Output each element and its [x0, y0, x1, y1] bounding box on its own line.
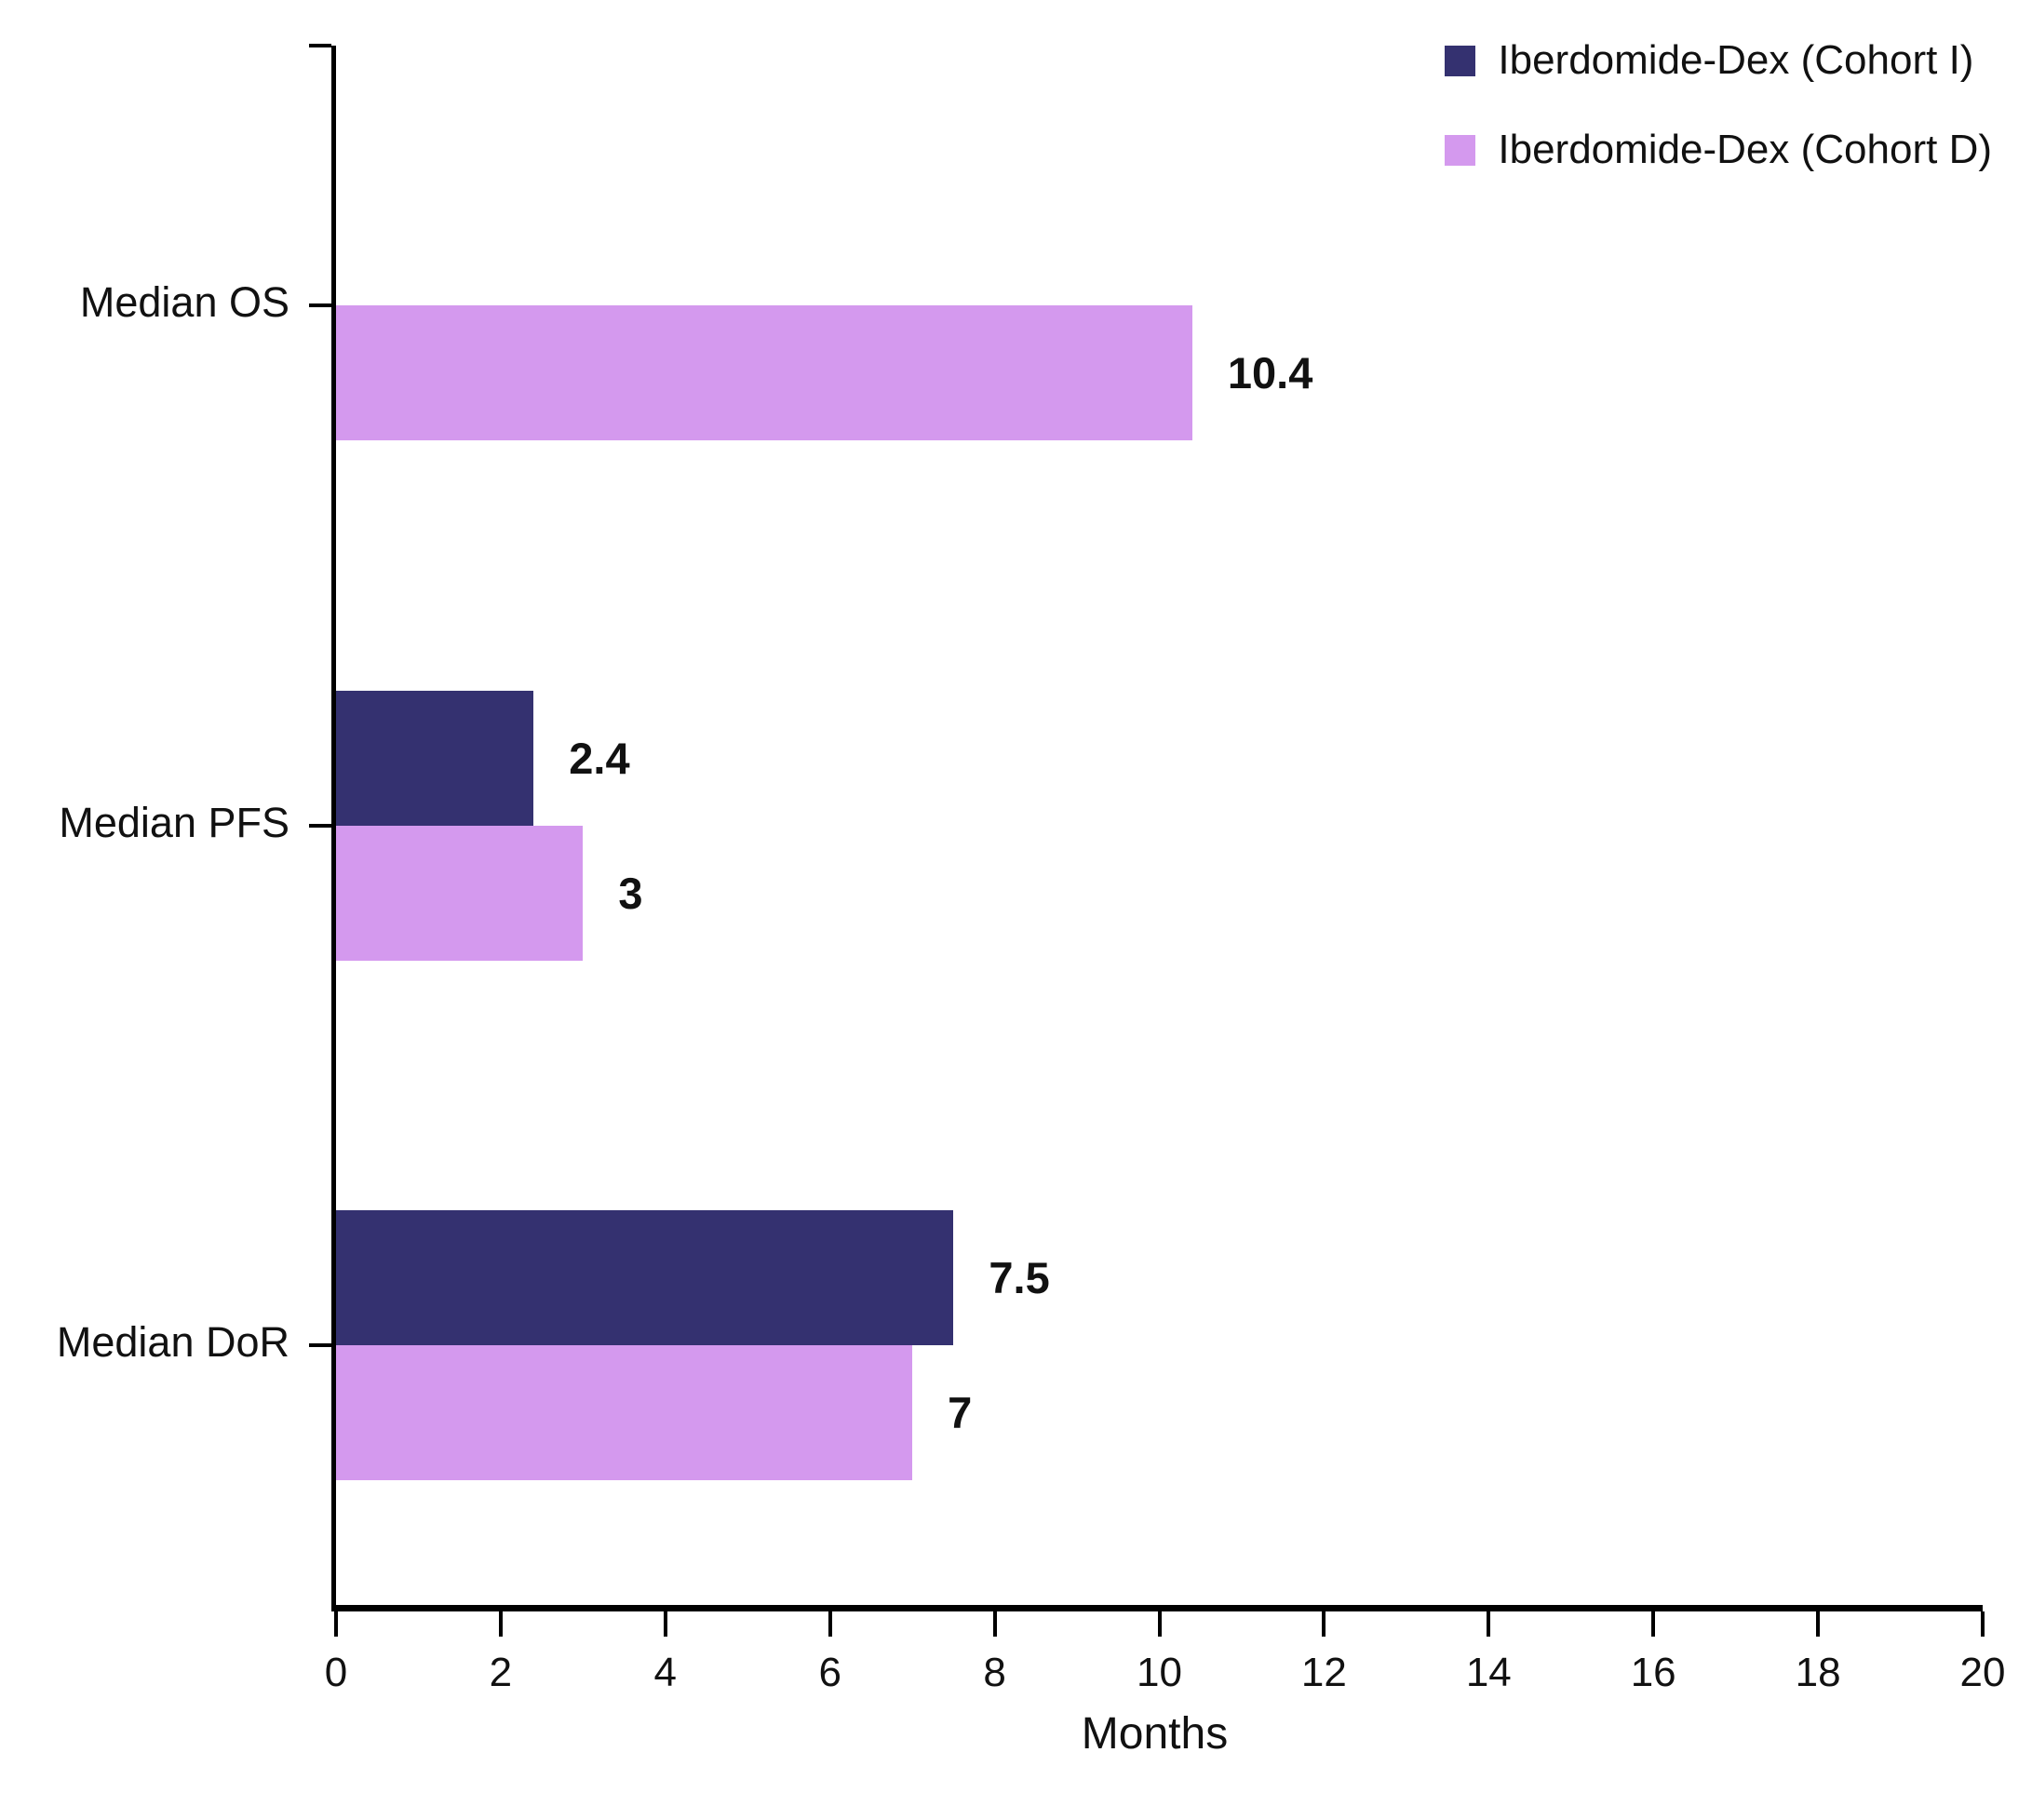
- x-axis-tick-label: 8: [983, 1650, 1006, 1695]
- bar-value-label: 2.4: [569, 733, 630, 783]
- x-axis-tick-label: 16: [1630, 1650, 1676, 1695]
- legend-item-cohort-d: Iberdomide-Dex (Cohort D): [1445, 127, 1992, 173]
- bar-value-label: 3: [618, 868, 643, 918]
- x-axis-tick: [1157, 1611, 1162, 1637]
- category-tick: [309, 303, 331, 308]
- bar-cohort-i: [336, 690, 534, 826]
- bar-cohort-d: [336, 305, 1192, 441]
- x-axis-tick-label: 12: [1300, 1650, 1347, 1695]
- category-label: Median DoR: [56, 1317, 289, 1366]
- x-axis-tick: [1651, 1611, 1656, 1637]
- x-axis-tick: [663, 1611, 667, 1637]
- x-axis-tick: [498, 1611, 503, 1637]
- x-axis-tick-label: 0: [324, 1650, 348, 1695]
- bar-value-label: 7.5: [989, 1252, 1050, 1302]
- x-axis-tick: [828, 1611, 832, 1637]
- x-axis-title: Months: [1081, 1709, 1229, 1759]
- x-axis-tick: [992, 1611, 997, 1637]
- x-axis-tick: [334, 1611, 338, 1637]
- category-tick: [309, 823, 331, 828]
- x-axis-tick-label: 18: [1795, 1650, 1841, 1695]
- legend-swatch-cohort-d: [1445, 134, 1476, 166]
- category-label: Median OS: [79, 278, 289, 327]
- bar-cohort-i: [336, 1209, 954, 1345]
- category-tick: [309, 1342, 331, 1347]
- category-label: Median PFS: [59, 798, 289, 846]
- bar-cohort-d: [336, 825, 584, 961]
- plot-area: Median OS 10.4 Median PFS 2.4 3 Median DoR 7.5…: [57, 44, 2005, 1695]
- legend: Iberdomide-Dex (Cohort I) Iberdomide-Dex…: [1445, 37, 1992, 173]
- x-axis-tick-label: 20: [1959, 1650, 2006, 1695]
- x-axis-tick: [1487, 1611, 1491, 1637]
- bar-value-label: 10.4: [1227, 348, 1313, 398]
- x-axis-tick-label: 10: [1137, 1650, 1182, 1695]
- legend-label-cohort-i: Iberdomide-Dex (Cohort I): [1498, 37, 1974, 83]
- x-axis-tick: [1816, 1611, 1821, 1637]
- bar-cohort-d: [336, 1344, 913, 1480]
- legend-swatch-cohort-i: [1445, 45, 1476, 76]
- x-axis-tick-label: 14: [1465, 1650, 1512, 1695]
- y-axis-top-tick: [309, 44, 331, 47]
- legend-item-cohort-i: Iberdomide-Dex (Cohort I): [1445, 37, 1992, 84]
- bar-value-label: 7: [948, 1387, 973, 1437]
- x-axis-tick-label: 2: [489, 1650, 513, 1695]
- x-axis-tick: [1981, 1611, 1985, 1637]
- x-axis-tick-label: 4: [653, 1650, 678, 1695]
- x-axis-tick: [1322, 1611, 1326, 1637]
- x-axis-tick-label: 6: [818, 1650, 841, 1695]
- legend-label-cohort-d: Iberdomide-Dex (Cohort D): [1498, 127, 1992, 172]
